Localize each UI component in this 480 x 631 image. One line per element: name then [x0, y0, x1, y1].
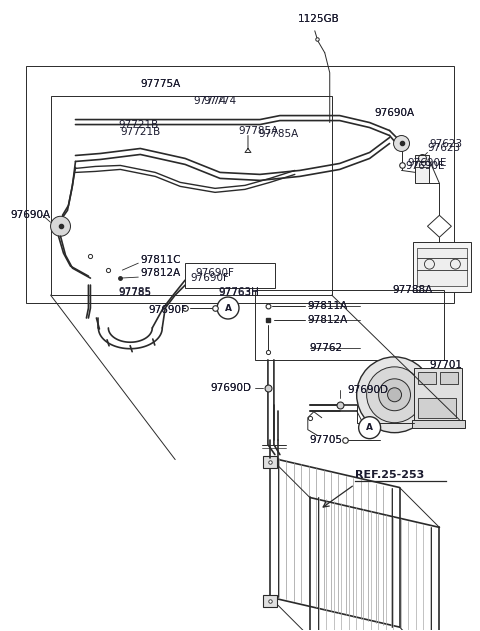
Text: 97763H: 97763H: [218, 288, 259, 298]
Text: 97811A: 97811A: [308, 301, 348, 311]
Text: 97774: 97774: [193, 96, 227, 105]
Text: 97623: 97623: [428, 143, 461, 153]
Text: 97762: 97762: [310, 343, 343, 353]
Text: 97785A: 97785A: [238, 126, 278, 136]
Bar: [413, 242, 471, 292]
Text: 97701: 97701: [430, 360, 462, 370]
Bar: [263, 456, 277, 468]
Text: 97762: 97762: [310, 343, 343, 353]
Text: 97811A: 97811A: [308, 301, 348, 311]
Bar: [416, 155, 430, 184]
Text: 97690F: 97690F: [190, 273, 229, 283]
Text: 97690A: 97690A: [11, 210, 51, 220]
Text: 97811C: 97811C: [140, 255, 181, 265]
Text: 97812A: 97812A: [308, 315, 348, 325]
Text: 97690F: 97690F: [148, 305, 187, 315]
Text: 97690A: 97690A: [11, 210, 51, 220]
Text: 97785: 97785: [119, 288, 152, 298]
Text: REF.25-253: REF.25-253: [355, 469, 424, 480]
Circle shape: [379, 379, 410, 411]
Bar: [419, 372, 436, 384]
Bar: [441, 372, 458, 384]
Text: 97812A: 97812A: [140, 268, 180, 278]
Bar: [185, 263, 275, 288]
Circle shape: [394, 136, 409, 151]
Text: 1125GB: 1125GB: [298, 14, 339, 24]
Bar: [418, 248, 468, 286]
Text: A: A: [225, 304, 231, 312]
Text: 97690E: 97690E: [406, 162, 445, 172]
Text: 97690F: 97690F: [195, 268, 234, 278]
Text: 97721B: 97721B: [119, 119, 158, 129]
Text: 1125GB: 1125GB: [298, 14, 339, 24]
Bar: [255, 290, 444, 360]
Bar: [415, 368, 462, 423]
Text: 97690D: 97690D: [348, 385, 389, 395]
Text: 97788A: 97788A: [393, 285, 433, 295]
Text: 97812A: 97812A: [140, 268, 180, 278]
Bar: [50, 96, 332, 295]
Bar: [411, 420, 465, 428]
Text: 97785A: 97785A: [258, 129, 298, 139]
Text: 97705: 97705: [310, 435, 343, 445]
Text: 97690D: 97690D: [210, 383, 251, 392]
Text: 97690D: 97690D: [210, 383, 251, 392]
Circle shape: [367, 367, 422, 423]
Text: 97690A: 97690A: [374, 108, 415, 117]
Text: 97788A: 97788A: [393, 285, 433, 295]
Circle shape: [357, 357, 432, 433]
Circle shape: [387, 388, 402, 402]
Text: 97623: 97623: [430, 139, 463, 150]
Bar: [419, 398, 456, 418]
Circle shape: [217, 297, 239, 319]
Text: 97812A: 97812A: [308, 315, 348, 325]
Text: 97785: 97785: [119, 287, 152, 297]
Bar: [25, 66, 455, 303]
Text: 97774: 97774: [204, 96, 237, 105]
Bar: [263, 595, 277, 607]
Text: 97775A: 97775A: [140, 79, 180, 89]
Text: 97690A: 97690A: [374, 108, 415, 117]
Text: 97690F: 97690F: [148, 305, 187, 315]
Text: 97690E: 97690E: [408, 158, 447, 168]
Circle shape: [359, 416, 381, 439]
Circle shape: [50, 216, 71, 236]
Text: A: A: [366, 423, 373, 432]
Text: 97690D: 97690D: [348, 385, 389, 395]
Text: 97811C: 97811C: [140, 255, 181, 265]
Text: 97721B: 97721B: [120, 127, 161, 136]
Text: 97763H: 97763H: [218, 287, 259, 297]
Text: 97705: 97705: [310, 435, 343, 445]
Text: 97775A: 97775A: [140, 79, 180, 89]
Text: 97701: 97701: [430, 360, 462, 370]
